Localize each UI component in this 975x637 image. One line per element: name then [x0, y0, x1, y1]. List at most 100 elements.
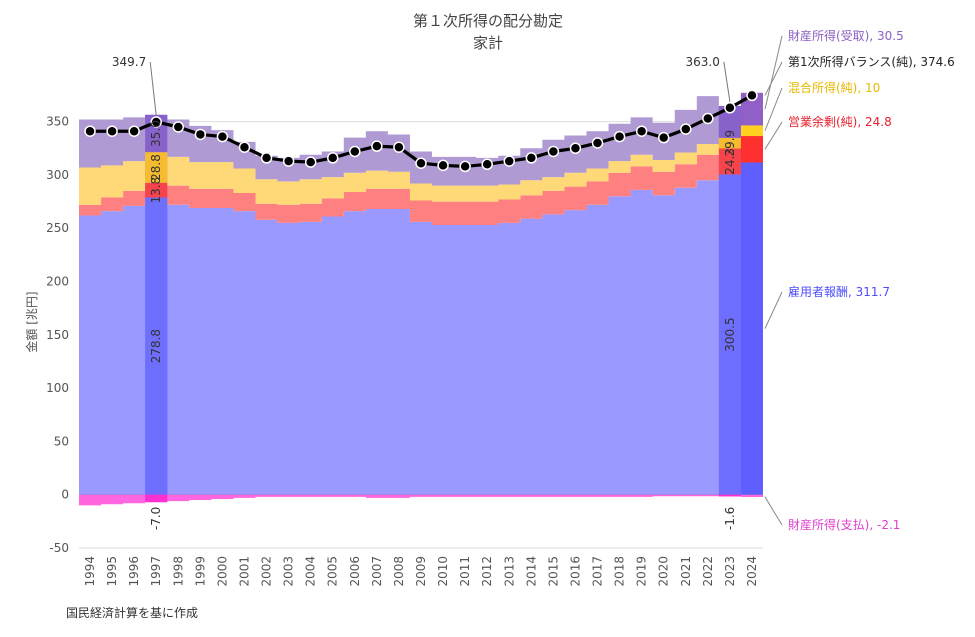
balance-point	[746, 89, 758, 102]
balance-point	[635, 125, 648, 137]
y-axis-label: 金額 [兆円]	[24, 291, 39, 352]
y-tick-label: 150	[46, 328, 69, 342]
x-tick-label: 2003	[282, 556, 296, 587]
balance-point	[128, 125, 140, 137]
x-tick-label: 2019	[635, 556, 649, 587]
x-tick-label: 2002	[260, 556, 274, 587]
right-series-label: 雇用者報酬, 311.7	[788, 284, 890, 299]
x-tick-label: 2010	[436, 556, 450, 587]
balance-point	[194, 128, 207, 141]
balance-point	[702, 112, 714, 125]
x-tick-label: 2021	[679, 556, 693, 587]
x-tick-label: 2006	[348, 556, 362, 587]
callout-line	[723, 61, 731, 102]
right-series-label: 営業余剰(純), 24.8	[788, 114, 892, 129]
balance-point	[481, 158, 493, 171]
balance-point	[613, 130, 626, 143]
y-tick-label: 200	[46, 275, 69, 289]
balance-point	[724, 102, 736, 114]
x-tick-label: 2014	[524, 556, 538, 587]
area-series-payments	[79, 494, 763, 506]
bottom-callout-label: -1.6	[723, 507, 737, 530]
highlight-segment	[145, 152, 168, 183]
x-tick-label: 2023	[723, 556, 737, 587]
balance-point	[547, 145, 560, 158]
x-tick-label: 2018	[613, 556, 627, 587]
x-tick-label: 1999	[193, 556, 207, 587]
x-tick-label: 2008	[392, 556, 406, 587]
balance-point	[349, 145, 361, 158]
y-tick-label: -50	[49, 541, 69, 555]
bottom-callout-label: -7.0	[149, 507, 163, 530]
highlight-segment	[718, 174, 741, 495]
top-callout-label: 349.7	[112, 55, 146, 69]
balance-point	[260, 152, 273, 164]
highlight-segment	[718, 105, 741, 138]
x-tick-label: 2005	[326, 556, 340, 587]
balance-point	[304, 156, 317, 168]
highlight-segment	[718, 148, 741, 175]
balance-point	[680, 123, 692, 135]
last-year-segment	[740, 92, 763, 126]
balance-point	[326, 152, 339, 164]
balance-point	[459, 160, 471, 173]
balance-point	[282, 155, 295, 167]
balance-point	[172, 121, 185, 133]
highlight-segment	[718, 494, 741, 497]
column-value-label: 278.8	[149, 329, 163, 363]
x-tick-label: 2015	[546, 556, 560, 587]
column-value-label: 300.5	[723, 317, 737, 351]
x-tick-label: 2022	[701, 556, 715, 587]
area-series-2	[79, 125, 763, 205]
x-tick-label: 2011	[458, 556, 472, 587]
chart-title: 第１次所得の配分勘定	[413, 12, 563, 30]
x-tick-label: 2020	[657, 556, 671, 587]
y-tick-label: 50	[54, 434, 69, 448]
balance-point	[525, 152, 538, 164]
x-tick-label: 2000	[215, 556, 229, 587]
x-tick-label: 1997	[149, 556, 163, 587]
chart-subtitle: 家計	[473, 34, 503, 52]
y-tick-label: 0	[61, 488, 69, 502]
balance-point	[216, 130, 229, 143]
y-tick-label: 350	[46, 115, 69, 129]
right-series-label: 財産所得(受取), 30.5	[788, 28, 904, 43]
highlight-segment	[145, 182, 168, 198]
highlight-layer	[145, 92, 763, 503]
callout-line	[149, 61, 157, 117]
balance-point	[238, 141, 251, 153]
right-series-label: 混合所得(純), 10	[788, 80, 880, 95]
x-tick-label: 2007	[370, 556, 384, 587]
balance-point	[657, 131, 670, 144]
balance-point	[393, 141, 405, 153]
right-label-leader	[764, 87, 783, 131]
x-tick-label: 1998	[171, 556, 185, 587]
x-tick-label: 2017	[591, 556, 605, 587]
x-tick-label: 2012	[480, 556, 494, 587]
column-value-label: 13.8	[149, 177, 163, 204]
balance-point	[503, 155, 516, 167]
balance-point	[106, 125, 118, 137]
highlight-segment	[145, 494, 168, 503]
last-year-segment	[740, 125, 763, 137]
x-tick-label: 2013	[502, 556, 516, 587]
balance-point	[84, 125, 96, 137]
column-value-label: 35.0	[149, 120, 163, 147]
column-value-label: 28.8	[149, 154, 163, 181]
balance-point	[569, 142, 582, 155]
x-tick-label: 2004	[304, 556, 318, 587]
y-tick-label: 300	[46, 168, 69, 182]
balance-point	[437, 159, 449, 172]
x-tick-label: 1996	[127, 556, 141, 587]
right-label-leader	[764, 61, 783, 96]
column-value-label: 29.9	[723, 130, 737, 157]
y-tick-label: 100	[46, 381, 69, 395]
right-label-leader	[764, 121, 783, 150]
x-tick-label: 2001	[237, 556, 251, 587]
labels-layer: 1994 1995 1996 1997 1998 1999 2000 2001 2002 2003…	[83, 28, 955, 587]
right-series-label: 第1次所得バランス(純), 374.6	[788, 54, 955, 69]
right-label-leader	[764, 291, 783, 329]
x-tick-label: 2024	[745, 556, 759, 587]
area-series-0	[79, 162, 763, 495]
last-year-segment	[740, 136, 763, 163]
